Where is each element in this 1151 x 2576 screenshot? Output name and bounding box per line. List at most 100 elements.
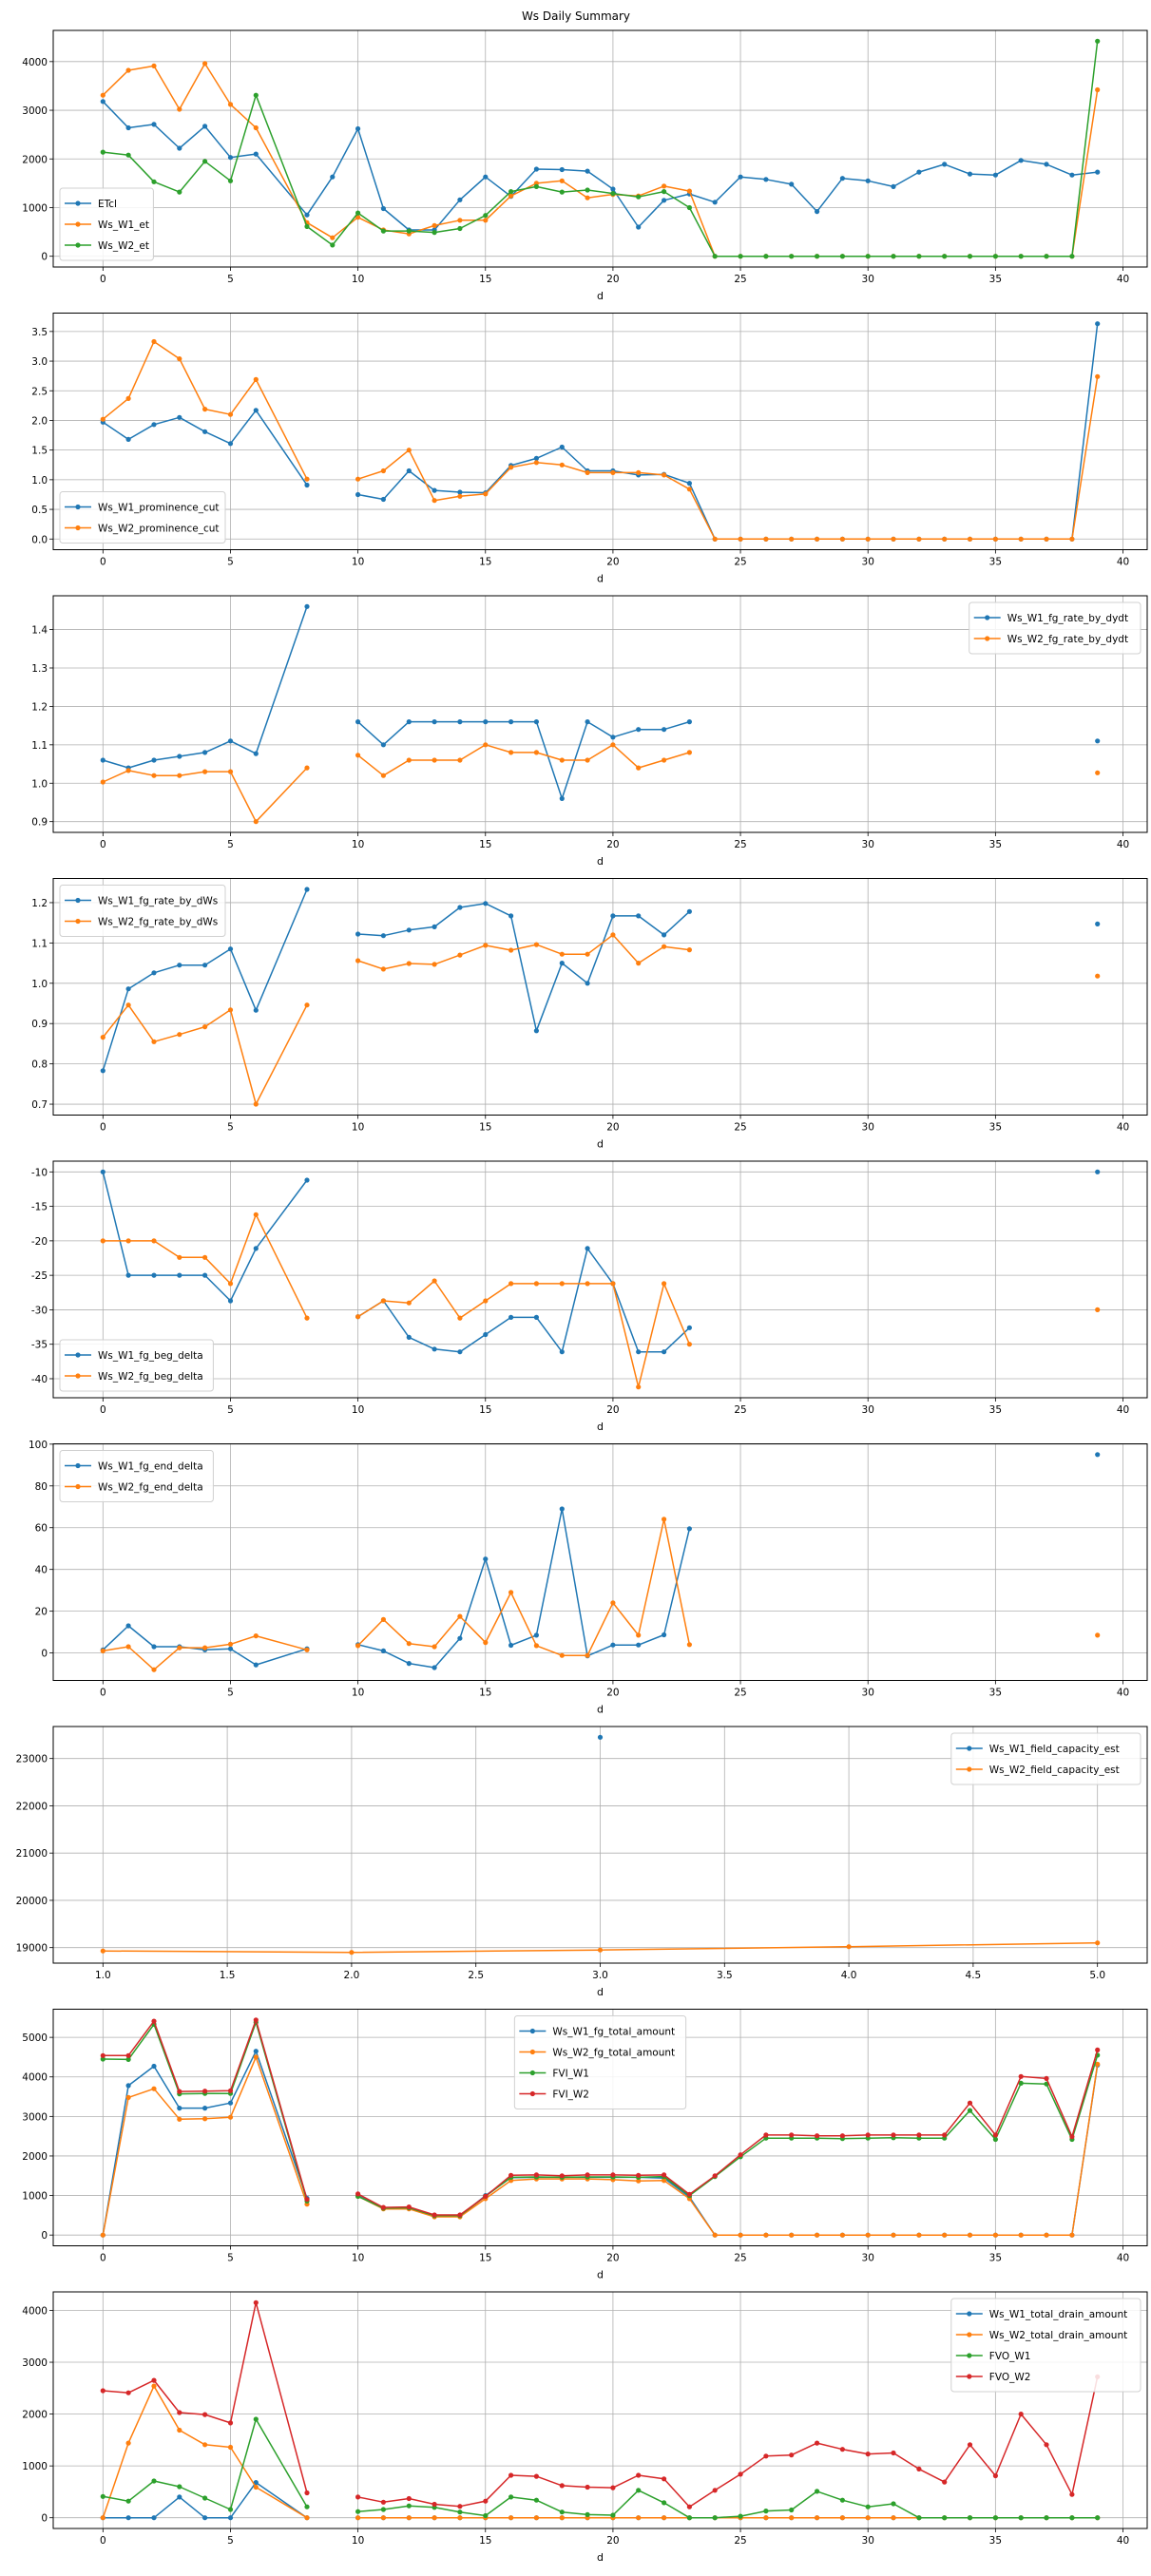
data-point [406,228,412,234]
legend-entry: Ws_W1_total_drain_amount [955,2309,1127,2320]
data-point [432,719,437,725]
data-point [839,2447,846,2452]
data-point [712,2232,718,2238]
data-point [457,2212,463,2218]
series-FVO_W2 [100,2299,1101,2509]
data-point [304,482,310,488]
data-point [533,719,540,725]
y-tick-label: 4000 [22,2072,48,2084]
data-point [380,1648,386,1653]
series-line [102,2050,308,2236]
subplot-7: 1.0 1.5 2.0 2.5 3.0 3.5 4.0 4.5 5.0 19000 20000 210… [16,1726,1148,1998]
data-point [559,1506,565,1512]
data-point [585,1652,590,1658]
data-point [967,2100,973,2106]
legend-label: Ws_W1_et [98,219,149,231]
x-axis-label: d [597,2269,604,2281]
data-point [712,200,718,205]
data-point [839,254,846,259]
x-tick-label: 30 [862,557,874,568]
data-point [636,2515,642,2521]
legend-marker [967,1766,972,1772]
data-point [662,2178,667,2184]
legend-marker [529,2049,535,2055]
data-point [151,179,157,184]
data-point [686,908,693,914]
data-point [177,2484,182,2490]
x-tick-label: 40 [1117,1122,1129,1134]
data-point [253,408,259,413]
data-point [992,2232,998,2238]
data-point [227,178,234,183]
data-point [662,944,667,949]
legend-label: FVI_W2 [552,2089,589,2101]
y-tick-label: -30 [31,1305,48,1316]
x-tick-label: 25 [734,274,746,285]
data-point [891,536,896,542]
data-point [1044,536,1049,542]
data-point [406,961,412,966]
y-tick-label: 4000 [22,57,48,68]
legend-marker [75,221,81,227]
series-FVI_W2 [100,2017,1101,2218]
x-tick-label: 10 [352,274,364,285]
data-point [891,2132,896,2138]
data-point [789,2132,795,2138]
y-tick-label: -15 [31,1202,48,1213]
data-point [815,2515,820,2521]
data-point [891,2515,896,2521]
data-point [304,2515,310,2521]
data-point [686,719,693,725]
data-point [406,1661,412,1667]
data-point [1095,921,1101,927]
data-point [1095,1940,1101,1946]
data-point [1095,2061,1101,2067]
data-point [253,1246,259,1251]
data-point [508,189,514,195]
data-point [355,125,361,132]
data-point [151,2377,157,2383]
data-point [1069,536,1075,542]
legend-marker [75,1462,81,1469]
data-point [457,218,463,223]
series-Ws_W2_fg_rate_by_dydt [100,742,1101,825]
data-point [508,1642,514,1649]
data-point [355,719,361,725]
data-point [227,2420,234,2426]
data-point [508,913,514,919]
data-point [202,2116,208,2122]
data-point [253,2054,259,2060]
data-point [483,1298,489,1304]
series-line [357,376,1099,541]
data-point [125,2056,131,2062]
data-point [330,174,336,180]
data-point [100,757,106,763]
data-point [380,228,386,234]
y-tick-label: 0.8 [31,1059,48,1071]
data-point [610,2485,616,2490]
y-tick-label: 1.1 [31,938,48,949]
data-point [253,819,259,825]
data-point [380,2515,386,2521]
data-point [942,2479,948,2485]
data-point [865,2452,871,2457]
data-point [559,2509,565,2515]
data-point [789,2452,795,2458]
data-point [1095,738,1101,744]
y-tick-label: 40 [35,1565,48,1576]
data-point [355,215,361,220]
data-point [1069,254,1075,259]
data-point [1095,973,1101,979]
data-point [686,1325,693,1330]
data-point [432,498,437,504]
data-point [380,2507,386,2512]
x-axis-label: d [597,1138,604,1151]
data-point [585,187,590,193]
data-point [916,169,922,175]
data-point [304,887,310,892]
data-point [967,2232,973,2238]
x-tick-label: 20 [606,1122,619,1134]
data-point [100,1238,106,1244]
data-point [1044,2442,1049,2448]
data-point [100,416,106,422]
